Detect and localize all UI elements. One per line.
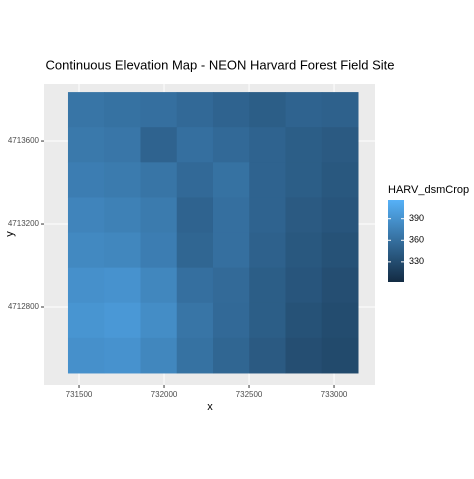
raster-cell	[212, 232, 250, 269]
raster-cell	[176, 302, 214, 339]
raster-cell	[67, 267, 105, 304]
raster-cell	[176, 197, 214, 234]
raster-cell	[104, 197, 141, 234]
raster-cell	[104, 162, 141, 198]
raster-cell	[176, 127, 214, 163]
raster-cell	[104, 127, 141, 163]
raster-cell	[104, 302, 141, 339]
raster-cell	[176, 337, 214, 374]
colorbar	[388, 200, 404, 282]
raster-cell	[212, 302, 250, 339]
x-tick-label: 732500	[236, 390, 263, 399]
x-tick-label: 732000	[151, 390, 178, 399]
raster-cell	[212, 162, 250, 198]
y-tick-label: 4713200	[8, 219, 40, 228]
raster-cell	[249, 267, 286, 304]
legend-tick-label: 330	[409, 256, 424, 266]
raster-cell	[67, 92, 105, 128]
raster-cell	[104, 92, 141, 128]
raster-cell	[321, 337, 359, 374]
raster-cell	[140, 127, 178, 163]
raster-cell	[104, 267, 141, 304]
raster-cell	[212, 337, 250, 374]
raster-cell	[285, 267, 323, 304]
x-tick-label: 733000	[321, 390, 348, 399]
raster-cell	[285, 162, 323, 198]
raster-cell	[321, 197, 359, 234]
y-tick-label: 4712800	[8, 302, 40, 311]
raster-cell	[321, 232, 359, 269]
raster-cell	[321, 92, 359, 128]
raster-cell	[249, 197, 286, 234]
raster-cell	[321, 302, 359, 339]
raster-cell	[285, 197, 323, 234]
raster-cell	[321, 162, 359, 198]
raster-cell	[285, 92, 323, 128]
raster-cell	[212, 92, 250, 128]
raster-cell	[249, 302, 286, 339]
chart-title: Continuous Elevation Map - NEON Harvard …	[46, 57, 395, 72]
legend-title: HARV_dsmCrop	[388, 184, 469, 196]
raster-cell	[212, 127, 250, 163]
raster-cell	[140, 302, 178, 339]
raster-cell	[285, 302, 323, 339]
raster-cell	[140, 267, 178, 304]
raster-cell	[140, 162, 178, 198]
raster-cell	[249, 127, 286, 163]
x-tick-label: 731500	[66, 390, 93, 399]
raster-cell	[140, 337, 178, 374]
x-axis-title: x	[207, 401, 213, 413]
raster-cell	[176, 267, 214, 304]
raster-cell	[285, 232, 323, 269]
raster-cell	[249, 337, 286, 374]
raster-cell	[285, 337, 323, 374]
raster-cell	[140, 92, 178, 128]
raster-cell	[104, 337, 141, 374]
raster-cell	[321, 127, 359, 163]
y-tick-label: 4713600	[8, 136, 40, 145]
raster-cell	[176, 232, 214, 269]
y-axis-title: y	[4, 231, 16, 237]
raster-cell	[249, 232, 286, 269]
raster-cell	[140, 232, 178, 269]
raster-cell	[67, 337, 105, 374]
raster-cell	[67, 162, 105, 198]
legend-tick-label: 390	[409, 213, 424, 223]
raster-cell	[140, 197, 178, 234]
raster-cell	[249, 162, 286, 198]
raster-cell	[67, 197, 105, 234]
raster-cell	[176, 92, 214, 128]
raster-cell	[104, 232, 141, 269]
raster-cell	[67, 232, 105, 269]
raster-cell	[212, 267, 250, 304]
raster-cell	[249, 92, 286, 128]
raster-cell	[212, 197, 250, 234]
raster-cell	[285, 127, 323, 163]
legend-tick-label: 360	[409, 235, 424, 245]
raster-cell	[67, 302, 105, 339]
raster-cell	[176, 162, 214, 198]
raster-cell	[67, 127, 105, 163]
raster-cell	[321, 267, 359, 304]
